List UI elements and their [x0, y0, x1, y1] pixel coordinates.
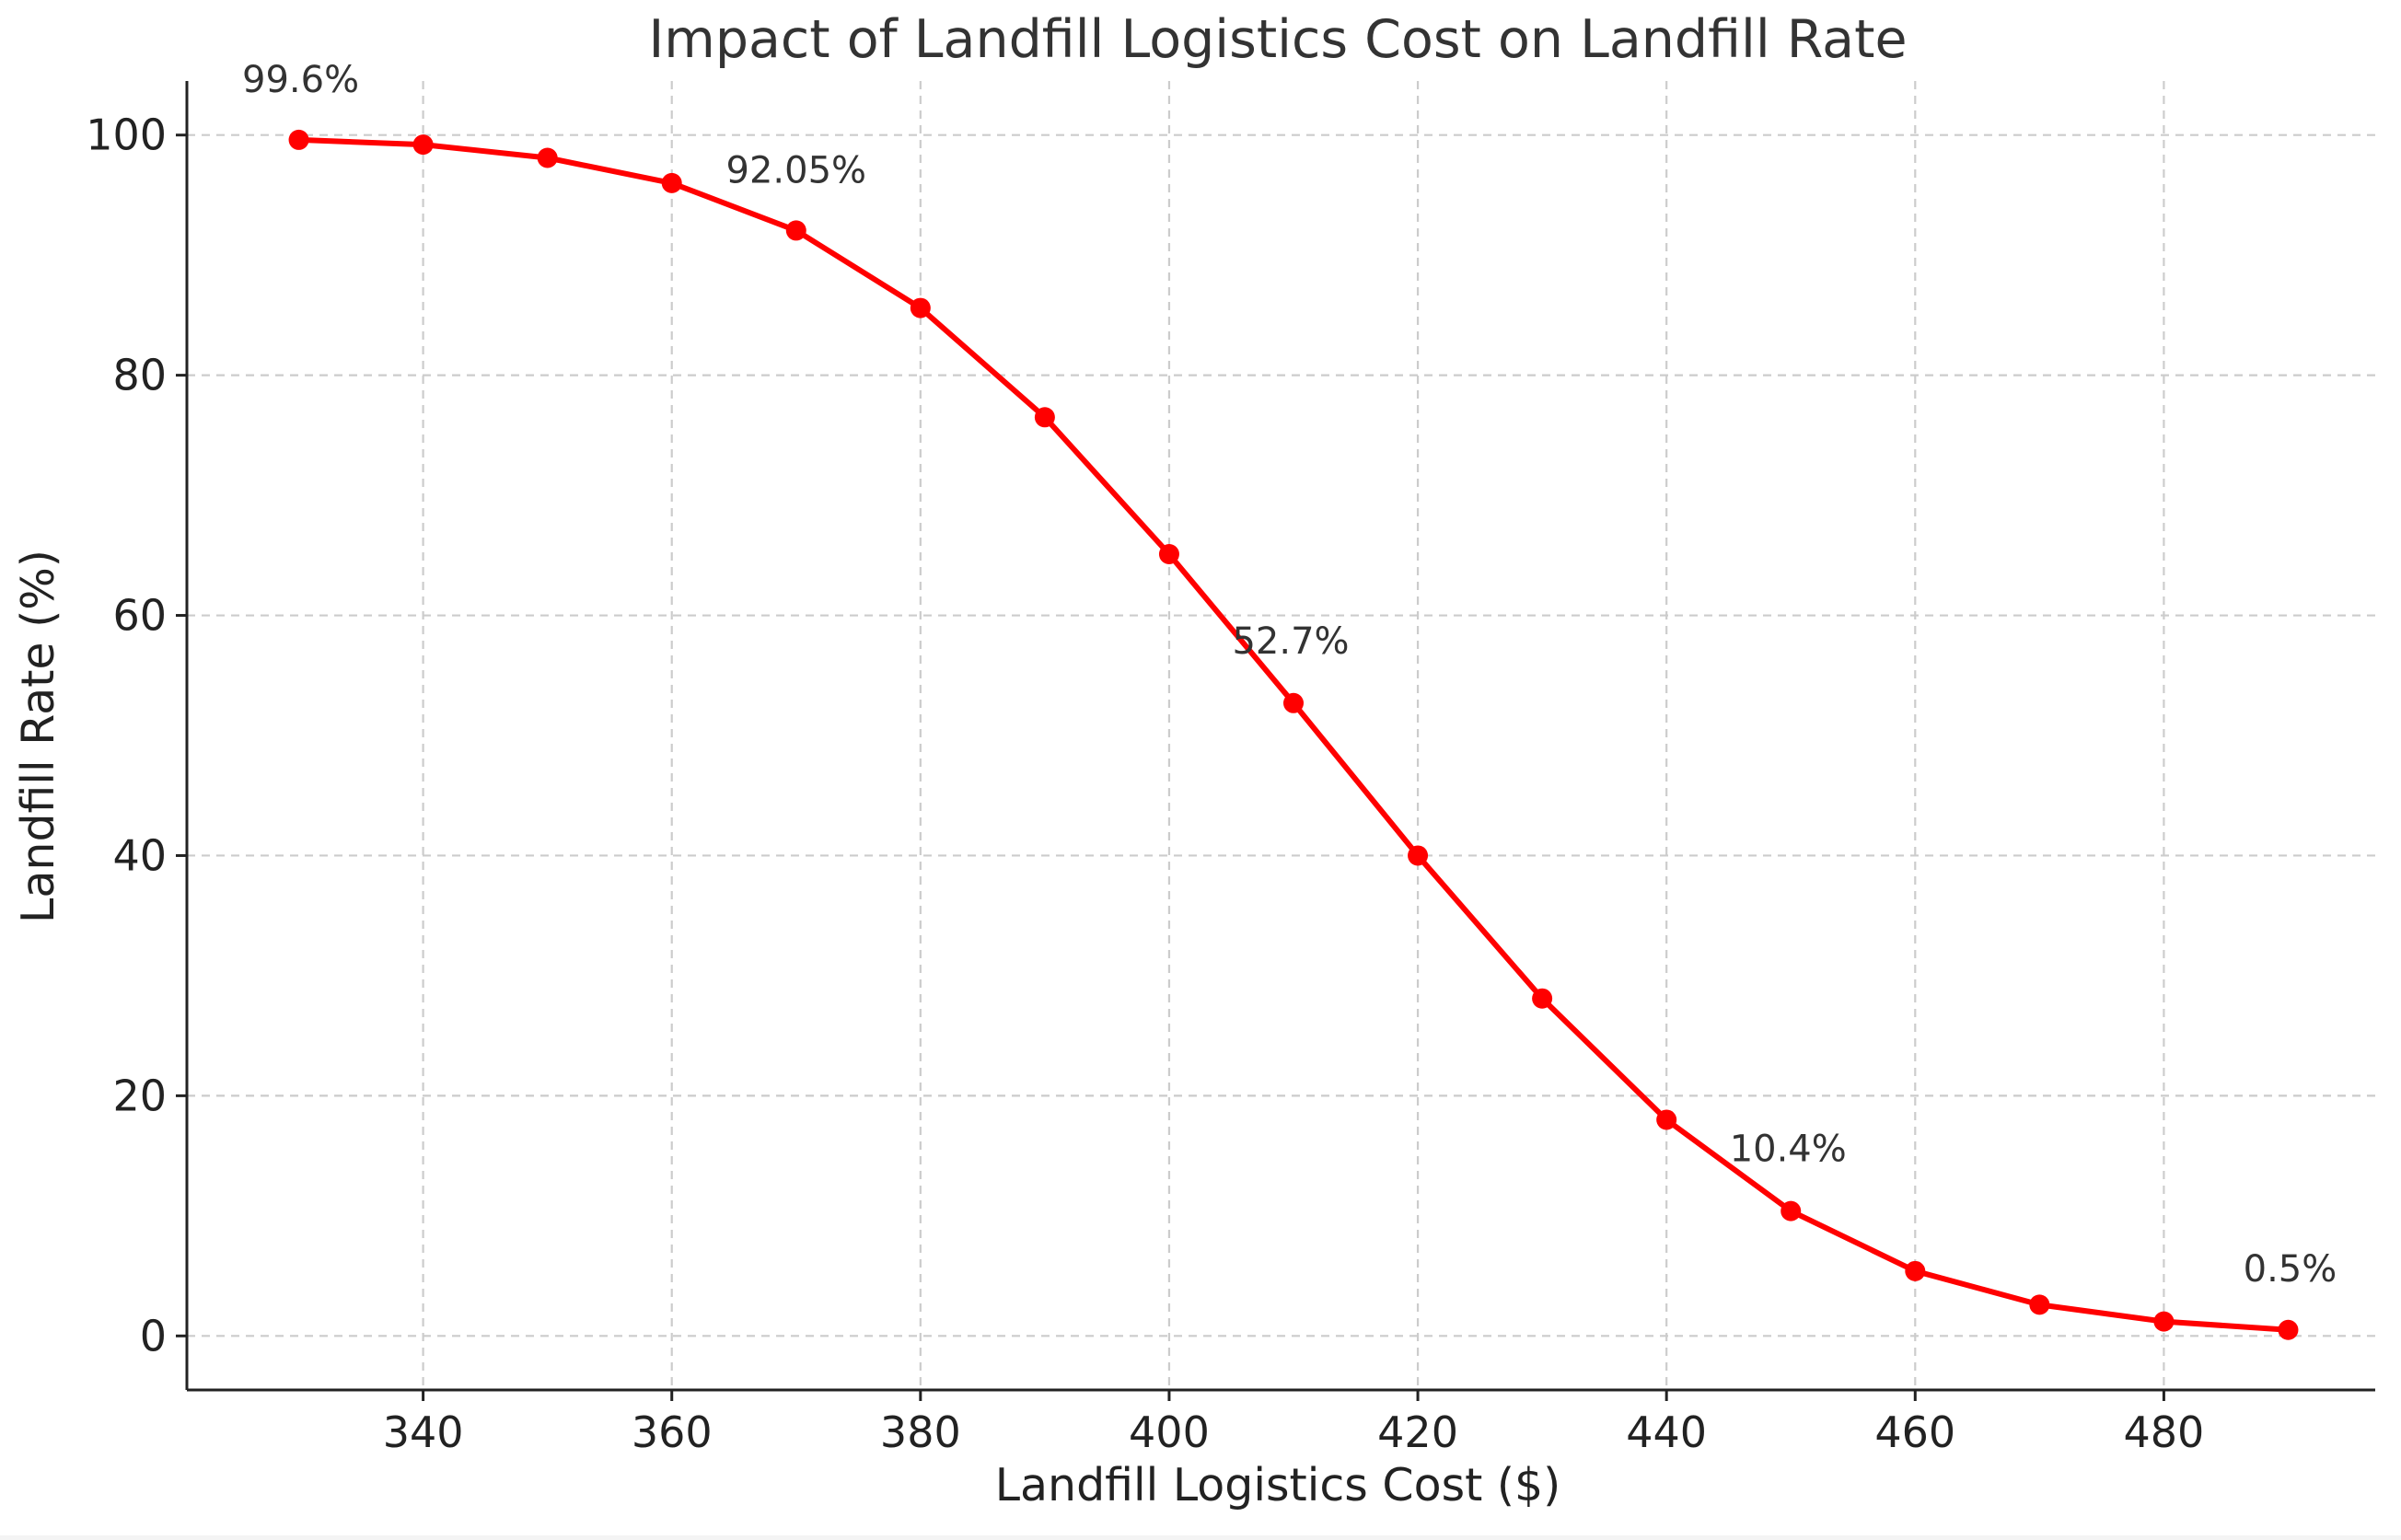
x-tick-label-380: 380 [880, 1407, 961, 1457]
data-point-440 [1656, 1109, 1677, 1130]
data-point-340 [412, 134, 434, 156]
footer-strip [0, 1535, 2401, 1540]
x-axis-label: Landfill Logistics Cost ($) [995, 1459, 1561, 1511]
data-label-330: 99.6% [242, 59, 359, 101]
x-tick-label-340: 340 [383, 1407, 464, 1457]
data-label-410: 52.7% [1232, 620, 1349, 663]
x-tick-label-360: 360 [632, 1407, 713, 1457]
data-point-330 [288, 129, 309, 150]
y-axis-label: Landfill Rate (%) [12, 550, 64, 923]
data-point-350 [537, 147, 558, 168]
data-point-410 [1283, 692, 1305, 713]
data-label-370: 92.05% [726, 149, 867, 191]
data-point-480 [2153, 1311, 2175, 1332]
x-tick-label-440: 440 [1626, 1407, 1707, 1457]
data-point-420 [1408, 845, 1429, 866]
ticks: 340 360 380 400 420 440 460 480 0 20 40 60 80 100 [86, 110, 2204, 1457]
data-point-400 [1158, 544, 1179, 565]
data-point-450 [1780, 1200, 1802, 1222]
data-label-450: 10.4% [1730, 1129, 1847, 1171]
data-point-430 [1532, 988, 1553, 1009]
y-tick-label-100: 100 [86, 110, 167, 160]
x-tick-label-480: 480 [2123, 1407, 2204, 1457]
data-point-370 [785, 220, 806, 241]
data-point-470 [2029, 1294, 2050, 1315]
data-point-490 [2278, 1319, 2299, 1340]
y-tick-label-40: 40 [112, 830, 167, 880]
y-tick-label-0: 0 [140, 1311, 167, 1361]
x-tick-label-460: 460 [1874, 1407, 1955, 1457]
data-point-460 [1905, 1260, 1926, 1281]
axes [185, 81, 2375, 1392]
data-point-390 [1034, 407, 1055, 428]
grid [187, 81, 2375, 1390]
y-tick-label-60: 60 [112, 591, 167, 641]
x-tick-label-400: 400 [1129, 1407, 1210, 1457]
chart-title: Impact of Landfill Logistics Cost on Lan… [648, 9, 1907, 70]
annotations: 99.6% 92.05% 52.7% 10.4% 0.5% [242, 59, 2337, 1291]
series [288, 129, 2299, 1340]
y-tick-label-20: 20 [112, 1071, 167, 1120]
y-tick-label-80: 80 [112, 351, 167, 400]
data-point-380 [910, 297, 931, 318]
x-tick-label-420: 420 [1377, 1407, 1458, 1457]
data-label-490: 0.5% [2244, 1248, 2337, 1291]
data-point-360 [661, 172, 682, 193]
